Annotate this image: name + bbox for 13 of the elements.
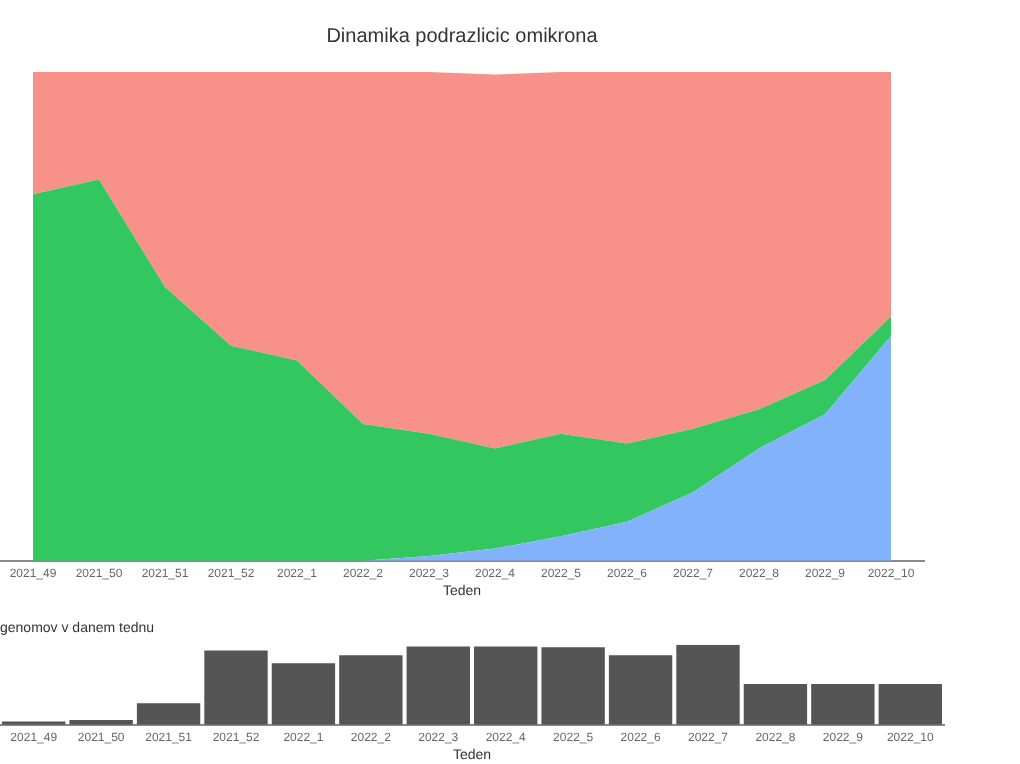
bar bbox=[204, 650, 268, 725]
bar bbox=[608, 655, 673, 725]
bar bbox=[878, 684, 942, 725]
chart-title: Dinamika podrazlicic omikrona bbox=[326, 25, 599, 48]
bar bbox=[474, 646, 538, 725]
bar bbox=[541, 647, 605, 725]
bar bbox=[743, 684, 808, 725]
bar bbox=[136, 703, 201, 725]
bar bbox=[676, 644, 740, 725]
bar bbox=[406, 646, 470, 725]
bar bbox=[811, 684, 875, 725]
bar bbox=[339, 655, 403, 725]
bar bbox=[271, 663, 336, 725]
